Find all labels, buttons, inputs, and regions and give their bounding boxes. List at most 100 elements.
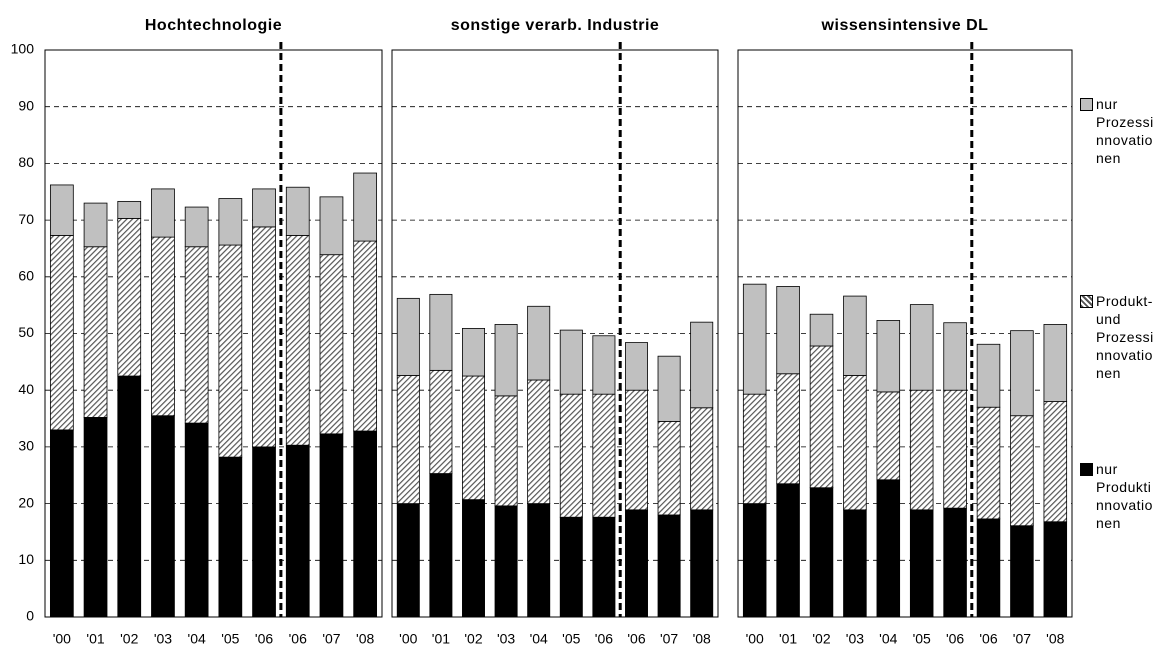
bar-segment — [876, 320, 901, 393]
bar-segment — [909, 389, 934, 511]
bar-segment — [876, 391, 901, 481]
bar-segment — [690, 407, 714, 511]
bar-segment — [462, 375, 485, 501]
y-tick-label: 20 — [18, 494, 34, 510]
x-tick-label: '03 — [846, 631, 864, 647]
bar-segment — [117, 217, 142, 377]
legend-label: Produkt- und Prozessinnovationen — [1096, 293, 1154, 381]
bar-segment — [527, 305, 551, 381]
x-tick-label: '01 — [779, 631, 797, 647]
bar-segment — [559, 329, 583, 395]
bar-segment — [429, 369, 453, 474]
x-tick-label: '01 — [86, 631, 104, 647]
x-tick-label: '07 — [660, 631, 678, 647]
bar-segment — [151, 236, 175, 417]
bar-segment — [909, 304, 934, 391]
bar-segment — [218, 244, 243, 458]
x-tick-label: '04 — [879, 631, 897, 647]
bar-segment — [1010, 330, 1034, 417]
bar-segment — [494, 395, 518, 507]
bar-segment — [353, 430, 378, 618]
bar-segment — [396, 297, 420, 376]
bar-segment — [843, 509, 867, 618]
bar-segment — [657, 514, 681, 618]
bar-segment — [876, 479, 901, 618]
x-tick-label: '07 — [1013, 631, 1031, 647]
y-tick-label: 10 — [18, 551, 34, 567]
bar-segment — [776, 483, 800, 618]
bar-segment — [83, 417, 108, 618]
bar-segment — [285, 235, 310, 446]
bar-segment — [49, 184, 74, 236]
bar-segment — [117, 200, 142, 219]
x-tick-label: '08 — [1046, 631, 1064, 647]
x-tick-label: '06 — [595, 631, 613, 647]
panel-title: wissensintensive DL — [821, 17, 989, 34]
bar-segment — [592, 516, 616, 618]
bar-segment — [353, 240, 378, 432]
bar-segment — [462, 499, 485, 618]
legend-swatch — [1080, 98, 1093, 111]
x-tick-label: '06 — [627, 631, 645, 647]
x-tick-label: '02 — [464, 631, 482, 647]
bar-segment — [742, 393, 767, 505]
y-tick-label: 100 — [11, 41, 35, 57]
bar-segment — [559, 516, 583, 618]
bar-segment — [943, 389, 967, 509]
bar-segment — [1010, 415, 1034, 527]
x-tick-label: '00 — [746, 631, 764, 647]
y-tick-label: 40 — [18, 381, 34, 397]
bar-segment — [809, 313, 834, 347]
y-tick-label: 80 — [18, 154, 34, 170]
x-tick-label: '05 — [913, 631, 931, 647]
x-tick-label: '06 — [255, 631, 273, 647]
bar-segment — [494, 505, 518, 618]
bar-segment — [809, 345, 834, 489]
bar-segment — [252, 226, 276, 448]
bar-segment — [657, 355, 681, 422]
bar-segment — [353, 172, 378, 242]
x-tick-label: '02 — [120, 631, 138, 647]
bar-segment — [943, 507, 967, 618]
bar-segment — [1043, 401, 1068, 523]
bar-segment — [429, 293, 453, 371]
bar-segment — [625, 389, 648, 511]
x-tick-label: '07 — [322, 631, 340, 647]
bar-segment — [184, 206, 209, 248]
bar-segment — [319, 433, 344, 618]
x-tick-label: '06 — [289, 631, 307, 647]
y-tick-label: 30 — [18, 438, 34, 454]
bar-segment — [319, 254, 344, 435]
bar-segment — [49, 235, 74, 431]
bar-segment — [252, 446, 276, 618]
y-tick-label: 70 — [18, 211, 34, 227]
bar-segment — [592, 393, 616, 518]
legend: nur Produktinnovationen Produkt- und Proz… — [1080, 0, 1166, 652]
bar-segment — [976, 343, 1001, 408]
bar-segment — [184, 422, 209, 618]
x-tick-label: '00 — [399, 631, 417, 647]
legend-swatch — [1080, 463, 1093, 476]
bar-segment — [218, 456, 243, 618]
bar-segment — [909, 509, 934, 618]
y-tick-label: 90 — [18, 97, 34, 113]
bar-segment — [252, 188, 276, 228]
bar-segment — [285, 186, 310, 236]
bar-segment — [49, 429, 74, 618]
bar-segment — [151, 188, 175, 238]
x-tick-label: '03 — [497, 631, 515, 647]
bar-segment — [184, 246, 209, 424]
panel-title: Hochtechnologie — [145, 17, 282, 34]
bar-segment — [1043, 521, 1068, 618]
x-tick-label: '01 — [432, 631, 450, 647]
x-tick-label: '04 — [530, 631, 548, 647]
bar-segment — [429, 473, 453, 618]
bar-segment — [527, 379, 551, 504]
x-tick-label: '06 — [946, 631, 964, 647]
bar-segment — [462, 327, 485, 377]
x-tick-label: '00 — [53, 631, 71, 647]
bar-segment — [776, 286, 800, 375]
x-tick-label: '06 — [979, 631, 997, 647]
bar-segment — [809, 487, 834, 618]
